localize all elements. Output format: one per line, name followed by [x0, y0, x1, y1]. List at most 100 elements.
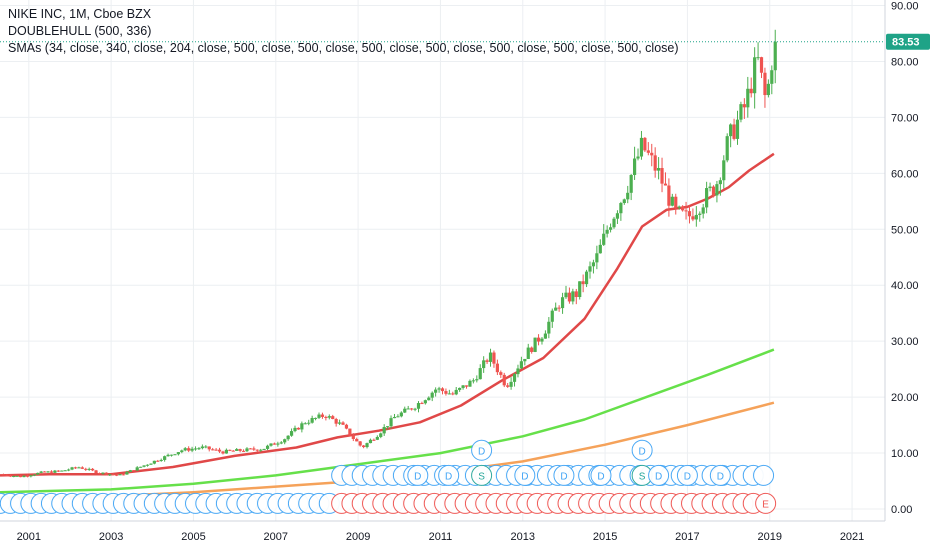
candle-body — [152, 460, 156, 464]
dividend-marker[interactable] — [753, 464, 775, 486]
candle-body — [135, 467, 139, 471]
dividend-marker-labeled[interactable]: D — [553, 464, 575, 486]
dividend-marker-labeled[interactable]: D — [709, 464, 731, 486]
event-letter: D — [414, 471, 421, 482]
dividend-marker-labeled[interactable]: D — [676, 464, 698, 486]
candle-body — [307, 422, 311, 424]
candle-body — [327, 416, 331, 418]
candle-body — [564, 292, 568, 298]
candle-body — [204, 446, 208, 448]
candle-body — [12, 475, 16, 477]
legend-title[interactable]: NIKE INC, 1M, Cboe BZX — [8, 7, 152, 21]
split-marker-labeled[interactable]: S — [471, 464, 493, 486]
candle-body — [753, 57, 757, 94]
event-letter: E — [762, 499, 769, 510]
candle-body — [763, 72, 767, 96]
candle-body — [622, 199, 626, 204]
candle-body — [115, 474, 119, 476]
candle-body — [605, 229, 609, 234]
event-letter: D — [597, 471, 604, 482]
candle-body — [399, 412, 403, 417]
x-tick-label: 2001 — [17, 531, 41, 543]
event-circle — [553, 464, 575, 486]
candle-body — [571, 291, 575, 302]
candle-body — [674, 196, 678, 208]
candle-body — [766, 83, 770, 96]
candle-body — [200, 446, 204, 449]
candle-body — [276, 443, 280, 445]
candle-body — [523, 358, 527, 362]
legend-indicator-smas[interactable]: SMAs (34, close, 340, close, 204, close,… — [8, 41, 679, 55]
candle-body — [379, 433, 383, 437]
candle-body — [231, 450, 235, 452]
candle-body — [715, 184, 719, 196]
candle-body — [471, 380, 475, 382]
candle-body — [300, 423, 304, 430]
candle-body — [430, 392, 434, 398]
y-tick-label: 80.00 — [891, 56, 919, 68]
candle-body — [238, 449, 242, 451]
earnings-marker-labeled[interactable]: E — [755, 492, 777, 514]
candle-body — [252, 448, 256, 450]
candle-body — [111, 474, 115, 476]
dividend-marker-labeled[interactable]: D — [471, 439, 493, 461]
candle-body — [612, 218, 616, 228]
candle-body — [104, 472, 108, 475]
candle-body — [560, 297, 565, 309]
candle-body — [368, 439, 373, 444]
candle-body — [241, 450, 246, 452]
candle-body — [759, 57, 764, 73]
candle-body — [602, 233, 606, 245]
candle-body — [749, 88, 753, 94]
candle-body — [125, 471, 129, 475]
candle-body — [94, 470, 98, 474]
candle-body — [639, 137, 644, 157]
candle-body — [722, 160, 726, 181]
candle-body — [108, 474, 112, 476]
candle-body — [420, 403, 424, 405]
dividend-marker-labeled[interactable]: D — [514, 464, 536, 486]
y-tick-label: 20.00 — [891, 392, 919, 404]
legend-indicator-doublehull[interactable]: DOUBLEHULL (500, 336) — [8, 24, 152, 38]
candle-body — [211, 449, 215, 451]
candle-body — [447, 393, 451, 395]
candle-body — [581, 281, 585, 285]
candle-body — [770, 70, 774, 84]
candle-body — [53, 470, 57, 473]
event-markers[interactable]: ED D SDD D D SDD D D — [0, 439, 777, 514]
candle-body — [718, 180, 722, 185]
dividend-marker-labeled[interactable]: D — [407, 464, 429, 486]
candle-body — [272, 443, 277, 445]
candle-body — [725, 136, 729, 161]
candle-body — [392, 416, 397, 419]
candle-body — [708, 186, 712, 189]
candle-body — [183, 448, 187, 451]
x-tick-label: 2011 — [429, 531, 453, 543]
candle-body — [286, 435, 290, 440]
candle-body — [608, 227, 613, 230]
candle-body — [519, 361, 523, 369]
x-tick-label: 2015 — [593, 531, 617, 543]
dividend-marker-labeled[interactable]: D — [590, 464, 612, 486]
y-tick-label: 10.00 — [891, 448, 919, 460]
dividend-marker-labeled[interactable]: D — [631, 439, 653, 461]
candle-body — [389, 418, 393, 427]
dividend-marker-labeled[interactable]: D — [648, 464, 670, 486]
y-tick-label: 70.00 — [891, 112, 919, 124]
candle-body — [351, 435, 355, 439]
candle-body — [310, 417, 314, 423]
candle-body — [509, 381, 513, 387]
candle-body — [63, 470, 67, 472]
dividend-marker-labeled[interactable]: D — [438, 464, 460, 486]
candle-body — [163, 456, 167, 460]
event-circle — [438, 464, 460, 486]
candle-body — [197, 448, 201, 450]
candle-body — [142, 465, 146, 467]
candle-body — [475, 379, 479, 381]
candle-body — [670, 196, 674, 206]
candle-body — [454, 389, 458, 395]
candle-body — [746, 88, 750, 108]
candle-body — [283, 439, 287, 443]
sma-red-line — [0, 152, 775, 477]
